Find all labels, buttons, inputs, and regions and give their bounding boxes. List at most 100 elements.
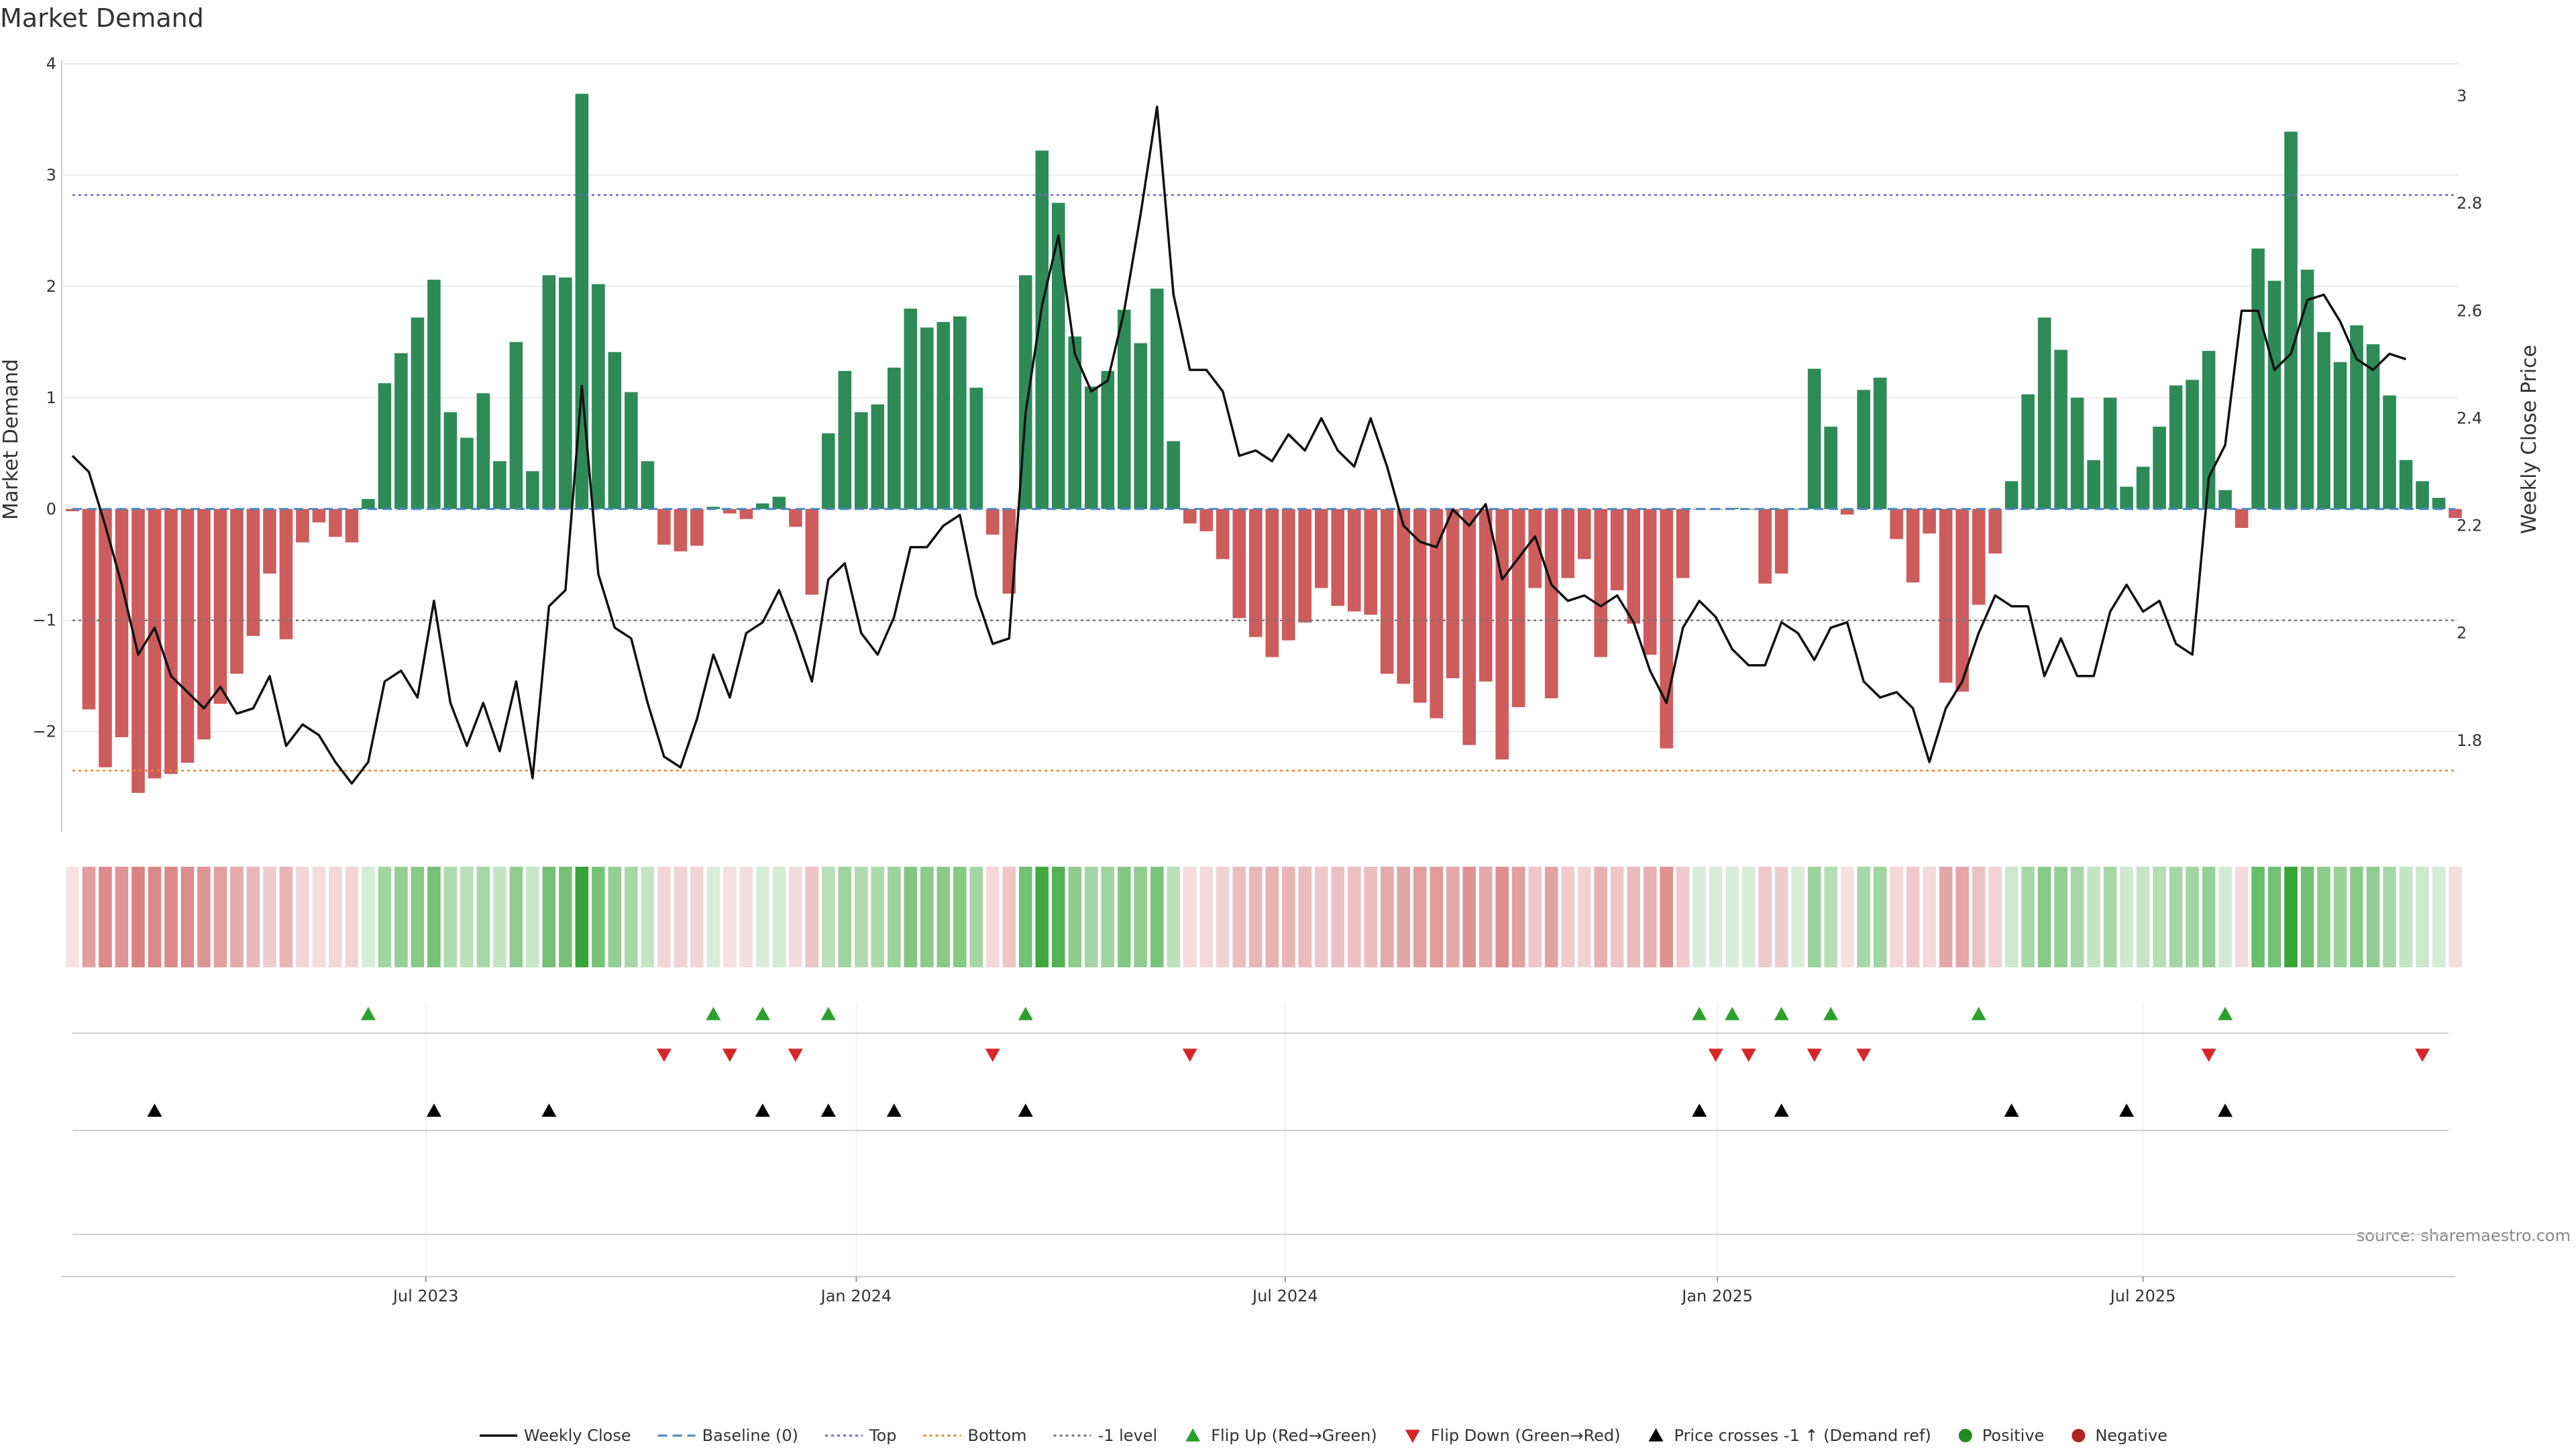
demand-bar <box>1232 508 1246 619</box>
heat-cell <box>2449 867 2462 967</box>
heat-cell <box>1183 867 1197 967</box>
demand-bar <box>1150 288 1164 509</box>
demand-bar <box>296 508 309 543</box>
flip-up-marker <box>1823 1007 1839 1020</box>
heat-cell <box>1955 867 1969 967</box>
demand-bar <box>986 508 1000 535</box>
demand-bar <box>394 353 408 509</box>
demand-bar <box>592 284 605 509</box>
flip-up-marker <box>1971 1007 1986 1020</box>
demand-bar <box>1627 508 1640 624</box>
flip-down-marker <box>1182 1049 1197 1062</box>
heat-cell <box>2317 867 2330 967</box>
heat-cell <box>2251 867 2265 967</box>
heat-cell <box>2153 867 2166 967</box>
heat-cell <box>1676 867 1690 967</box>
heat-cell <box>2432 867 2446 967</box>
demand-bar <box>1906 508 1920 583</box>
x-tick-label: Jan 2024 <box>820 1287 892 1305</box>
heat-cell <box>1232 867 1246 967</box>
y-tick-label-left: 0 <box>46 500 56 519</box>
y-tick-label-right: 2.2 <box>2457 517 2482 535</box>
heat-cell <box>1725 867 1739 967</box>
demand-bar <box>1495 508 1509 760</box>
demand-bar <box>2284 131 2298 509</box>
demand-bar <box>1002 508 1016 594</box>
flip-down-marker <box>788 1049 803 1062</box>
heat-cell <box>822 867 835 967</box>
heat-cell <box>427 867 441 967</box>
legend-label: Flip Down (Green→Red) <box>1431 1426 1621 1445</box>
demand-bar <box>1167 441 1181 509</box>
demand-bar <box>2186 380 2199 509</box>
demand-bar <box>559 277 572 509</box>
demand-bar <box>460 437 474 509</box>
heat-cell <box>1923 867 1936 967</box>
demand-bar <box>476 393 490 509</box>
heat-cell <box>1857 867 1870 967</box>
demand-bar <box>1923 508 1936 534</box>
demand-bar <box>411 317 425 509</box>
weekly-close-line <box>71 105 2407 785</box>
demand-bar <box>1676 508 1690 578</box>
demand-bar <box>279 508 293 639</box>
demand-bar <box>1331 508 1345 606</box>
legend-label: Baseline (0) <box>702 1426 798 1445</box>
demand-bar <box>180 508 195 763</box>
demand-bar <box>625 392 638 509</box>
heat-cell <box>739 867 753 967</box>
heat-cell <box>99 867 112 967</box>
demand-bar <box>657 508 671 545</box>
demand-bar <box>772 496 786 509</box>
heat-cell <box>608 867 622 967</box>
heat-cell <box>559 867 572 967</box>
heat-cell <box>362 867 375 967</box>
heat-cell <box>476 867 490 967</box>
heat-cell <box>641 867 655 967</box>
flip-down-marker <box>1807 1049 1822 1062</box>
heat-cell <box>1774 867 1788 967</box>
heat-cell <box>2366 867 2380 967</box>
legend-label: Bottom <box>968 1426 1027 1445</box>
heat-cell <box>772 867 786 967</box>
heat-cell <box>1019 867 1032 967</box>
heat-cell <box>180 867 195 967</box>
price-cross-marker <box>2218 1104 2233 1117</box>
demand-bar <box>1972 508 1986 605</box>
heat-cell <box>1446 867 1460 967</box>
price-cross-marker <box>1692 1104 1707 1117</box>
flip-up-marker <box>1018 1007 1033 1020</box>
flip-down-marker <box>2415 1049 2430 1062</box>
demand-bar <box>345 508 359 543</box>
heat-cell <box>1068 867 1082 967</box>
demand-bar <box>805 508 819 595</box>
demand-bar <box>723 508 737 514</box>
heat-cell <box>2169 867 2183 967</box>
heat-cell <box>1397 867 1411 967</box>
heat-cell <box>1988 867 2002 967</box>
demand-bar <box>690 508 704 546</box>
heat-cell <box>2416 867 2429 967</box>
source-note: source: sharemaestro.com <box>2357 1226 2571 1245</box>
heat-cell <box>411 867 425 967</box>
heat-cell <box>969 867 983 967</box>
demand-bar <box>526 471 539 509</box>
y-tick-label-left: −1 <box>33 611 56 630</box>
legend-swatch <box>1405 1430 1420 1443</box>
demand-bar <box>1462 508 1477 745</box>
flip-up-marker <box>706 1007 721 1020</box>
demand-bar <box>888 368 901 509</box>
heat-cell <box>1167 867 1181 967</box>
heat-cell <box>575 867 589 967</box>
heat-cell <box>197 867 211 967</box>
demand-bar <box>1117 309 1131 509</box>
heat-cell <box>246 867 260 967</box>
heat-cell <box>460 867 474 967</box>
heat-cell <box>1544 867 1558 967</box>
flip-up-marker <box>1692 1007 1707 1020</box>
heat-cell <box>378 867 392 967</box>
demand-bar <box>66 508 79 512</box>
heat-cell <box>2350 867 2363 967</box>
demand-bar <box>739 508 753 519</box>
